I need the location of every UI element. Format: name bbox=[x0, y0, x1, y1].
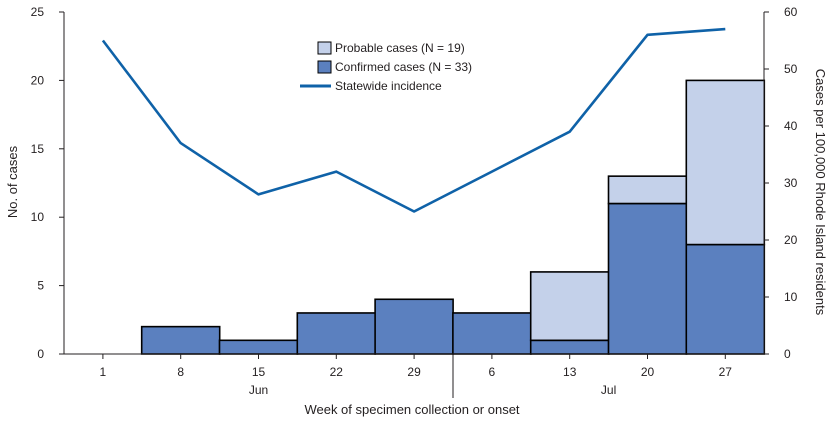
y-axis-title-left: No. of cases bbox=[5, 145, 20, 218]
bar-confirmed-week-13 bbox=[529, 339, 610, 355]
y-tick-label-25: 25 bbox=[31, 5, 45, 19]
bar-confirmed-week-27 bbox=[685, 243, 766, 355]
incidence-line-group bbox=[101, 27, 726, 213]
y2-tick-label-40: 40 bbox=[784, 119, 798, 133]
bar-confirmed-week-29 bbox=[374, 298, 454, 355]
x-tick-label-15: 15 bbox=[252, 365, 266, 379]
bar-confirmed-week-6 bbox=[452, 312, 532, 355]
x-axis-title: Week of specimen collection or onset bbox=[304, 402, 519, 417]
bar-confirmed-week-20 bbox=[607, 202, 688, 355]
bar-probable-week-20 bbox=[607, 175, 688, 205]
bar-probable-week-27 bbox=[685, 79, 766, 246]
y-axis-title-right: Cases per 100,000 Rhode Island residents bbox=[813, 69, 828, 316]
bar-confirmed-week-15 bbox=[218, 339, 299, 355]
y-tick-label-20: 20 bbox=[31, 73, 45, 87]
y2-tick-label-30: 30 bbox=[784, 176, 798, 190]
month-label-jul: Jul bbox=[601, 383, 616, 397]
x-tick-label-6: 6 bbox=[489, 365, 496, 379]
y2-tick-label-50: 50 bbox=[784, 62, 798, 76]
x-tick-label-29: 29 bbox=[407, 365, 421, 379]
legend-label-0: Probable cases (N = 19) bbox=[335, 41, 465, 55]
x-tick-label-1: 1 bbox=[100, 365, 107, 379]
bar-confirmed-week-22 bbox=[296, 312, 377, 355]
incidence-line bbox=[101, 27, 726, 213]
bars-group bbox=[140, 79, 766, 355]
y2-tick-label-20: 20 bbox=[784, 233, 798, 247]
y-tick-label-0: 0 bbox=[37, 347, 44, 361]
x-tick-label-8: 8 bbox=[177, 365, 184, 379]
y2-tick-label-10: 10 bbox=[784, 290, 798, 304]
bar-probable-week-13 bbox=[529, 271, 610, 342]
x-tick-label-22: 22 bbox=[330, 365, 344, 379]
legend: Probable cases (N = 19) Confirmed cases (… bbox=[300, 41, 472, 93]
bar-confirmed-week-8 bbox=[140, 325, 221, 355]
y2-tick-label-0: 0 bbox=[784, 347, 791, 361]
y-tick-label-15: 15 bbox=[31, 142, 45, 156]
axes-group: 0 5 10 15 20 25 0 10 20 30 40 50 60 1 8 15 22 29 6 13 20 27 Ju… bbox=[31, 5, 798, 398]
x-tick-label-13: 13 bbox=[563, 365, 577, 379]
x-tick-label-27: 27 bbox=[719, 365, 733, 379]
y-tick-label-10: 10 bbox=[31, 210, 45, 224]
legend-swatch-probable bbox=[317, 41, 332, 55]
legend-label-1: Confirmed cases (N = 33) bbox=[335, 60, 472, 74]
legend-swatch-confirmed bbox=[317, 60, 332, 74]
y-tick-label-5: 5 bbox=[37, 279, 44, 293]
y2-tick-label-60: 60 bbox=[784, 5, 798, 19]
month-label-jun: Jun bbox=[249, 383, 268, 397]
legend-label-2: Statewide incidence bbox=[335, 79, 442, 93]
x-tick-label-20: 20 bbox=[641, 365, 655, 379]
